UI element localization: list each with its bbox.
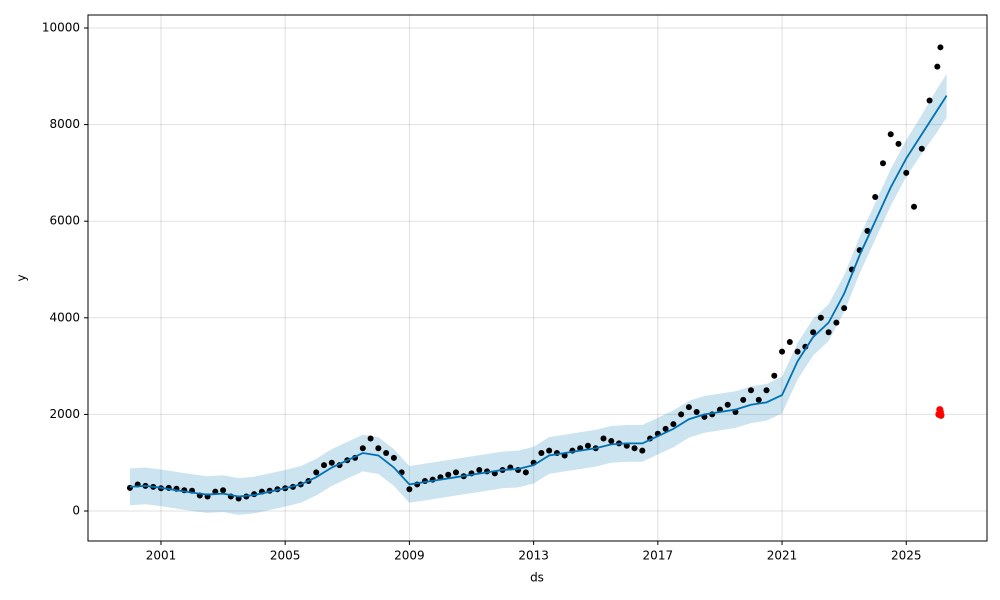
observed-point <box>631 445 638 452</box>
observed-point <box>445 471 452 478</box>
observed-point <box>693 408 700 415</box>
observed-point <box>937 44 944 51</box>
observed-point <box>825 329 832 336</box>
observed-point <box>522 469 529 476</box>
y-tick-label: 4000 <box>49 310 80 324</box>
observed-point <box>879 160 886 167</box>
observed-point <box>740 396 747 403</box>
y-tick-label: 8000 <box>49 117 80 131</box>
observed-point <box>678 411 685 418</box>
observed-point <box>903 169 910 176</box>
observed-point <box>126 484 133 491</box>
x-tick-label: 2001 <box>146 549 177 563</box>
observed-point <box>600 435 607 442</box>
observed-point <box>872 194 879 201</box>
observed-point <box>367 435 374 442</box>
observed-point <box>608 437 615 444</box>
observed-point <box>476 466 483 473</box>
observed-point <box>926 97 933 104</box>
x-axis-label: ds <box>530 571 544 585</box>
observed-point <box>220 487 227 494</box>
y-tick-label: 10000 <box>42 20 80 34</box>
observed-point <box>864 227 871 234</box>
highlight-point <box>936 406 944 414</box>
observed-point <box>538 450 545 457</box>
x-tick-label: 2021 <box>767 549 798 563</box>
observed-point <box>841 305 848 312</box>
forecast-line <box>129 95 948 498</box>
observed-point <box>794 348 801 355</box>
observed-point <box>755 396 762 403</box>
uncertainty-band <box>129 73 947 515</box>
y-tick-label: 6000 <box>49 214 80 228</box>
observed-point <box>406 486 413 493</box>
observed-point <box>383 450 390 457</box>
observed-point <box>934 63 941 70</box>
y-axis-label: y <box>15 274 29 281</box>
y-tick-label: 2000 <box>49 407 80 421</box>
observed-point <box>670 421 677 428</box>
observed-point <box>810 329 817 336</box>
observed-point <box>546 447 553 454</box>
observed-point <box>911 203 918 210</box>
x-tick-label: 2013 <box>518 549 549 563</box>
observed-point <box>321 462 328 469</box>
x-tick-label: 2025 <box>891 549 922 563</box>
y-tick-label: 0 <box>72 504 80 518</box>
observed-point <box>763 387 770 394</box>
observed-point <box>375 445 382 452</box>
observed-point <box>817 314 824 321</box>
observed-point <box>313 469 320 476</box>
observed-point <box>747 387 754 394</box>
observed-point <box>685 404 692 411</box>
observed-point <box>771 372 778 379</box>
observed-point <box>584 442 591 449</box>
observed-point <box>662 425 669 432</box>
observed-point <box>639 447 646 454</box>
observed-point <box>724 401 731 408</box>
x-tick-label: 2009 <box>394 549 425 563</box>
observed-point <box>328 459 335 466</box>
observed-point <box>887 131 894 138</box>
observed-point <box>786 338 793 345</box>
observed-point <box>895 140 902 147</box>
plot-frame <box>87 14 988 542</box>
x-tick-label: 2017 <box>643 549 674 563</box>
observed-point <box>779 348 786 355</box>
observed-point <box>918 145 925 152</box>
observed-point <box>390 454 397 461</box>
observed-point <box>359 445 366 452</box>
highlight-point <box>937 411 945 419</box>
x-tick-label: 2005 <box>270 549 301 563</box>
observed-point <box>452 469 459 476</box>
observed-point <box>833 319 840 326</box>
